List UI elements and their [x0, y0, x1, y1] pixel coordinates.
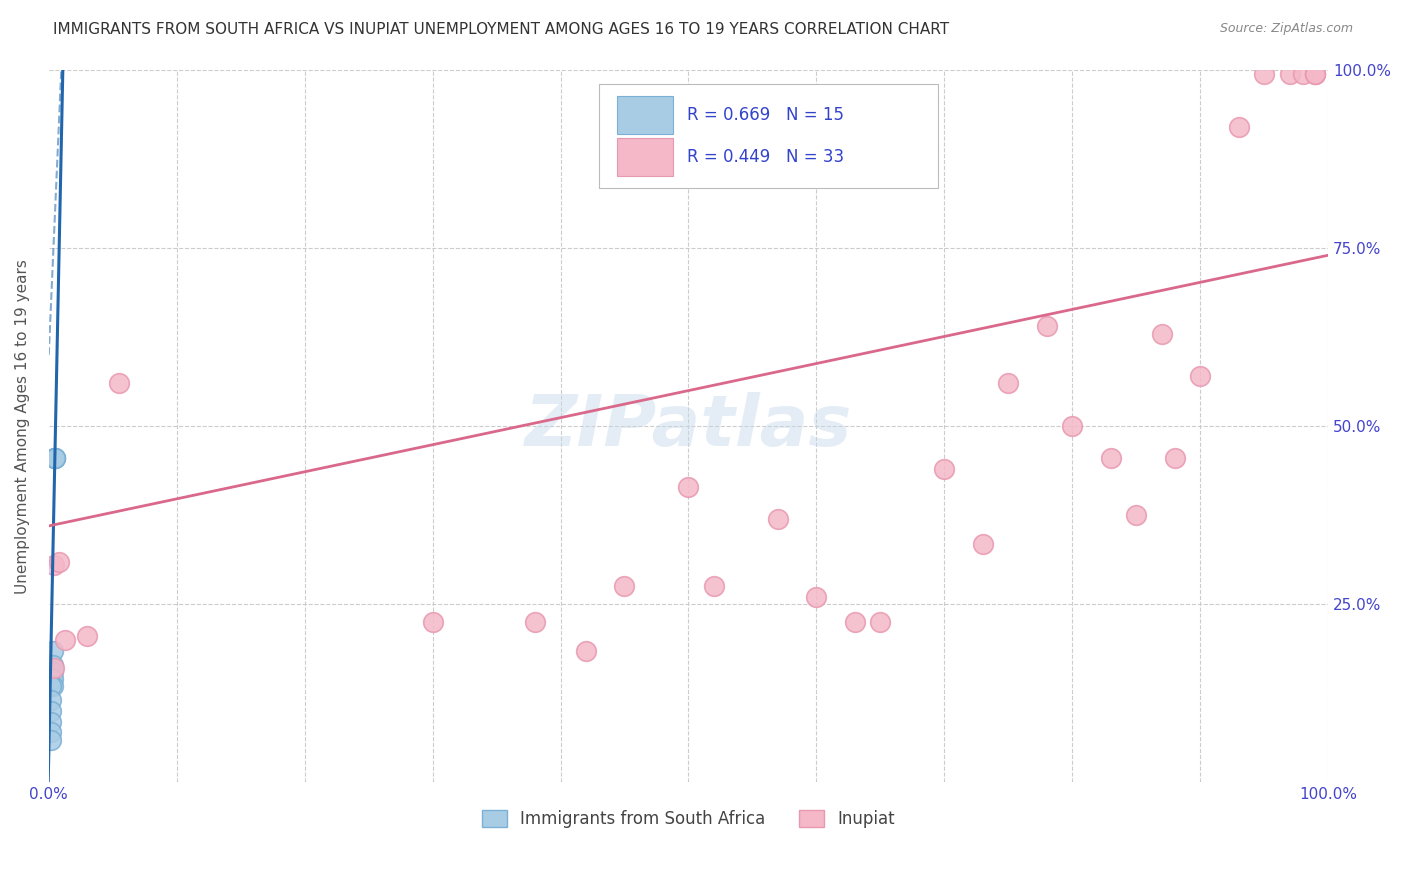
Point: [1278, 67, 1301, 81]
Y-axis label: Unemployment Among Ages 16 to 19 years: Unemployment Among Ages 16 to 19 years: [15, 259, 30, 594]
Point: [41, 665, 63, 679]
Point: [934, 462, 956, 476]
Text: R = 0.449   N = 33: R = 0.449 N = 33: [688, 148, 844, 166]
Text: R = 0.669   N = 15: R = 0.669 N = 15: [688, 106, 844, 124]
Point: [422, 615, 444, 629]
Point: [108, 376, 131, 391]
Point: [41, 679, 63, 693]
FancyBboxPatch shape: [617, 95, 673, 134]
Point: [1305, 67, 1327, 81]
Point: [41, 657, 63, 672]
Point: [48, 555, 70, 569]
FancyBboxPatch shape: [617, 137, 673, 177]
Point: [42, 558, 65, 573]
Point: [1125, 508, 1147, 523]
Point: [1227, 120, 1250, 134]
Point: [39, 725, 62, 739]
Point: [997, 376, 1019, 391]
Point: [678, 480, 700, 494]
Point: [1189, 369, 1212, 384]
Point: [523, 615, 546, 629]
Text: ZIPatlas: ZIPatlas: [524, 392, 852, 460]
Point: [1099, 451, 1122, 466]
Point: [844, 615, 866, 629]
FancyBboxPatch shape: [599, 85, 938, 187]
Point: [1305, 67, 1327, 81]
Point: [44, 451, 66, 466]
Point: [703, 579, 725, 593]
Point: [1150, 326, 1173, 341]
Point: [39, 704, 62, 718]
Point: [806, 590, 828, 604]
Point: [1062, 419, 1084, 434]
Point: [39, 732, 62, 747]
Point: [972, 537, 994, 551]
Point: [1291, 67, 1313, 81]
Text: Source: ZipAtlas.com: Source: ZipAtlas.com: [1219, 22, 1353, 36]
Point: [76, 629, 98, 643]
Point: [869, 615, 891, 629]
Point: [613, 579, 636, 593]
Point: [766, 512, 789, 526]
Point: [42, 451, 65, 466]
Point: [44, 451, 66, 466]
Point: [41, 643, 63, 657]
Point: [575, 643, 598, 657]
Point: [42, 661, 65, 675]
Point: [39, 679, 62, 693]
Point: [55, 632, 77, 647]
Point: [44, 451, 66, 466]
Point: [41, 672, 63, 686]
Legend: Immigrants from South Africa, Inupiat: Immigrants from South Africa, Inupiat: [475, 803, 901, 835]
Point: [39, 714, 62, 729]
Text: IMMIGRANTS FROM SOUTH AFRICA VS INUPIAT UNEMPLOYMENT AMONG AGES 16 TO 19 YEARS C: IMMIGRANTS FROM SOUTH AFRICA VS INUPIAT …: [53, 22, 949, 37]
Point: [1253, 67, 1275, 81]
Point: [1305, 67, 1327, 81]
Point: [1163, 451, 1185, 466]
Point: [39, 693, 62, 707]
Point: [1035, 319, 1057, 334]
